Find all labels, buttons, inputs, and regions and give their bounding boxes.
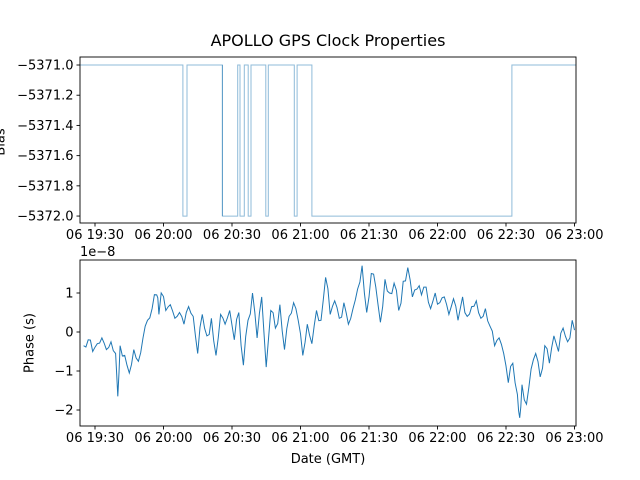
x-tick-label: 06 23:00 [545,228,603,243]
x-tick-label: 06 21:30 [340,431,398,446]
y-tick-label: −5371.2 [17,89,73,104]
y-tick-label: −5371.8 [17,179,73,194]
figure-title: APOLLO GPS Clock Properties [210,31,446,50]
x-tick-label: 06 21:30 [340,228,398,243]
x-tick-label: 06 19:30 [66,228,124,243]
x-tick-label: 06 23:00 [545,431,603,446]
x-tick-label: 06 20:00 [134,431,192,446]
y-tick-label: −5371.6 [17,149,73,164]
x-tick-label: 06 22:00 [408,431,466,446]
x-axis-label: Date (GMT) [290,452,366,467]
x-tick-label: 06 22:30 [477,228,535,243]
y-tick-label: −5372.0 [17,210,73,225]
bottom-ylabel: Phase (s) [22,313,38,373]
x-tick-label: 06 19:30 [66,431,124,446]
y-offset-text: 1e−8 [80,245,116,260]
x-tick-label: 06 21:00 [271,431,329,446]
x-tick-label: 06 20:30 [203,431,261,446]
y-tick-label: −5371.4 [17,119,73,134]
y-tick-label: −5371.0 [17,59,73,74]
y-tick-label: −2 [54,404,73,419]
x-tick-label: 06 22:30 [477,431,535,446]
y-tick-label: −1 [54,365,73,380]
x-tick-label: 06 20:00 [134,228,192,243]
y-tick-label: 0 [65,326,73,341]
x-tick-label: 06 22:00 [408,228,466,243]
top-ylabel-clipped: Bias [0,128,9,156]
x-tick-label: 06 21:00 [271,228,329,243]
y-tick-label: 1 [65,286,73,301]
x-tick-label: 06 20:30 [203,228,261,243]
